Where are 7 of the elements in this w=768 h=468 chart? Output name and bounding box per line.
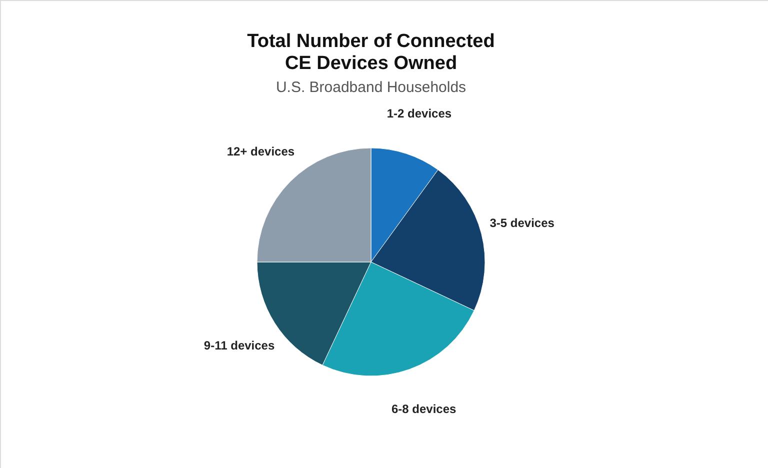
slice-label: 6-8 devices (391, 402, 457, 416)
chart-title: Total Number of Connected CE Devices Owned (247, 31, 495, 74)
chart-subtitle: U.S. Broadband Households (276, 79, 466, 96)
slice-label: 9-11 devices (204, 338, 275, 353)
slice-label: 12+ devices (226, 144, 295, 159)
slice-label: 3-5 devices (490, 216, 555, 230)
slice-label: 1-2 devices (386, 106, 452, 121)
